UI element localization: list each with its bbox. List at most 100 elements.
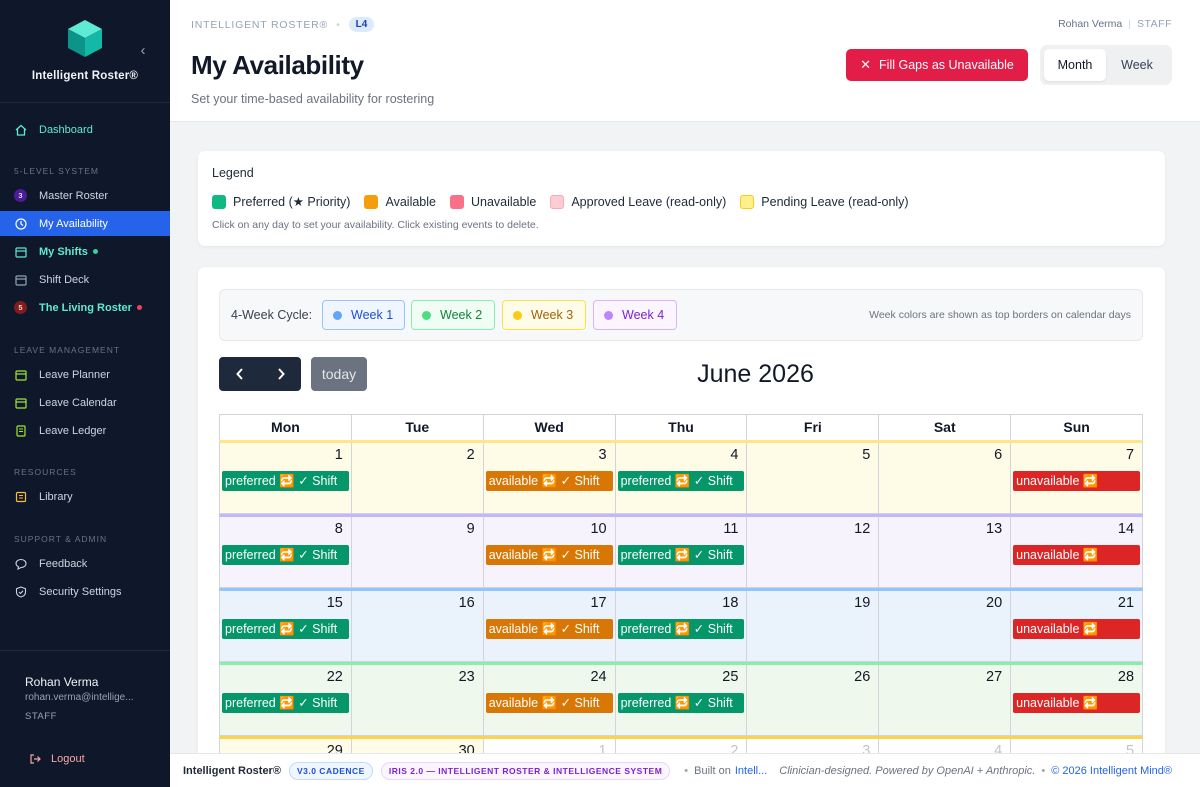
sidebar-item-label: Shift Deck bbox=[39, 273, 90, 286]
built-on-link[interactable]: Intell... bbox=[734, 764, 768, 777]
sidebar-item-living-roster[interactable]: 5 The Living Roster bbox=[0, 295, 170, 320]
calendar-day-cell[interactable]: 19 bbox=[747, 591, 880, 662]
calendar-day-cell[interactable]: 3 available 🔁 ✓ Shift bbox=[483, 443, 616, 514]
sidebar-brand: Intelligent Roster® bbox=[31, 70, 139, 82]
sidebar-section-support: SUPPORT & ADMIN bbox=[14, 534, 108, 544]
calendar-day-cell[interactable]: 17 available 🔁 ✓ Shift bbox=[483, 591, 616, 662]
calendar-day-cell[interactable]: 18 preferred 🔁 ✓ Shift bbox=[615, 591, 748, 662]
legend-label: Preferred (★ Priority) bbox=[233, 195, 351, 209]
availability-event-preferred[interactable]: preferred 🔁 ✓ Shift bbox=[617, 545, 745, 565]
logout-button[interactable]: Logout bbox=[28, 752, 85, 765]
sidebar-item-security-settings[interactable]: Security Settings bbox=[0, 579, 170, 604]
availability-event-preferred[interactable]: preferred 🔁 ✓ Shift bbox=[617, 693, 745, 713]
legend-card: Legend Preferred (★ Priority) Available Un… bbox=[198, 151, 1165, 246]
calendar-week-row: 15 preferred 🔁 ✓ Shift 16 17 available 🔁 ✓ S… bbox=[219, 588, 1143, 662]
calendar-day-cell[interactable]: 15 preferred 🔁 ✓ Shift bbox=[220, 591, 352, 662]
calendar-day-cell[interactable]: 27 bbox=[879, 665, 1012, 736]
breadcrumb-app[interactable]: INTELLIGENT ROSTER® bbox=[191, 18, 329, 31]
availability-event-preferred[interactable]: preferred 🔁 ✓ Shift bbox=[222, 545, 349, 565]
calendar-day-cell[interactable]: 14 unavailable 🔁 bbox=[1011, 517, 1143, 588]
availability-event-preferred[interactable]: preferred 🔁 ✓ Shift bbox=[617, 471, 745, 491]
weekday-header-cell: Tue bbox=[352, 415, 484, 440]
calendar-day-cell[interactable]: 22 preferred 🔁 ✓ Shift bbox=[220, 665, 352, 736]
calendar-day-cell[interactable]: 13 bbox=[879, 517, 1012, 588]
sidebar-item-my-availability[interactable]: My Availability bbox=[0, 211, 170, 236]
availability-event-available[interactable]: available 🔁 ✓ Shift bbox=[485, 471, 613, 491]
cycle-week-3-button[interactable]: Week 3 bbox=[502, 300, 586, 330]
month-title: June 2026 bbox=[697, 360, 814, 388]
close-icon: ✕ bbox=[860, 57, 872, 72]
availability-event-unavailable[interactable]: unavailable 🔁 bbox=[1013, 693, 1141, 713]
day-number: 3 bbox=[862, 743, 871, 759]
calendar-icon bbox=[14, 396, 27, 409]
divider: | bbox=[1128, 18, 1132, 30]
sidebar: ‹ Intelligent Roster® Dashboard 5-LEVEL … bbox=[0, 0, 170, 787]
availability-event-preferred[interactable]: preferred 🔁 ✓ Shift bbox=[222, 471, 349, 491]
calendar-day-cell[interactable]: 21 unavailable 🔁 bbox=[1011, 591, 1143, 662]
day-number: 2 bbox=[730, 743, 739, 759]
calendar-day-cell[interactable]: 28 unavailable 🔁 bbox=[1011, 665, 1143, 736]
calendar-day-cell[interactable]: 11 preferred 🔁 ✓ Shift bbox=[615, 517, 748, 588]
weekday-header-cell: Wed bbox=[484, 415, 616, 440]
built-on-text: Built on bbox=[694, 764, 731, 777]
calendar-day-cell[interactable]: 24 available 🔁 ✓ Shift bbox=[483, 665, 616, 736]
collapse-sidebar-icon[interactable]: ‹ bbox=[140, 42, 146, 59]
view-toggle: Month Week bbox=[1040, 45, 1172, 85]
calendar-weeks: 1 preferred 🔁 ✓ Shift 2 3 available 🔁 ✓ Shif… bbox=[219, 440, 1143, 767]
sidebar-item-shift-deck[interactable]: Shift Deck bbox=[0, 267, 170, 292]
sidebar-item-feedback[interactable]: Feedback bbox=[0, 551, 170, 576]
calendar-day-cell[interactable]: 25 preferred 🔁 ✓ Shift bbox=[615, 665, 748, 736]
copyright-link[interactable]: © 2026 Intelligent Mind® bbox=[1051, 764, 1173, 777]
legend-item: Unavailable bbox=[450, 194, 536, 209]
calendar-day-cell[interactable]: 12 bbox=[747, 517, 880, 588]
header-user-name: Rohan Verma bbox=[1058, 18, 1123, 30]
sidebar-item-leave-planner[interactable]: Leave Planner bbox=[0, 362, 170, 387]
calendar-day-cell[interactable]: 26 bbox=[747, 665, 880, 736]
cycle-week-4-button[interactable]: Week 4 bbox=[593, 300, 677, 330]
availability-event-available[interactable]: available 🔁 ✓ Shift bbox=[485, 693, 613, 713]
next-month-button[interactable] bbox=[260, 357, 301, 391]
sidebar-item-leave-ledger[interactable]: Leave Ledger bbox=[0, 418, 170, 443]
legend-swatch bbox=[212, 194, 226, 209]
legend-swatch bbox=[550, 194, 565, 209]
fill-gaps-button[interactable]: ✕ Fill Gaps as Unavailable bbox=[846, 49, 1028, 81]
calendar-day-cell[interactable]: 8 preferred 🔁 ✓ Shift bbox=[220, 517, 352, 588]
availability-event-preferred[interactable]: preferred 🔁 ✓ Shift bbox=[222, 693, 349, 713]
sidebar-divider bbox=[0, 650, 170, 651]
calendar-day-cell[interactable]: 5 bbox=[747, 443, 880, 514]
calendar-day-cell[interactable]: 20 bbox=[879, 591, 1012, 662]
day-number: 19 bbox=[854, 595, 871, 611]
cycle-week-2-button[interactable]: Week 2 bbox=[411, 300, 495, 330]
calendar-day-cell[interactable]: 10 available 🔁 ✓ Shift bbox=[483, 517, 616, 588]
sidebar-item-leave-calendar[interactable]: Leave Calendar bbox=[0, 390, 170, 415]
availability-event-preferred[interactable]: preferred 🔁 ✓ Shift bbox=[617, 619, 745, 639]
week-view-button[interactable]: Week bbox=[1121, 58, 1153, 72]
sidebar-item-dashboard[interactable]: Dashboard bbox=[0, 117, 170, 142]
calendar-day-cell[interactable]: 16 bbox=[351, 591, 484, 662]
availability-event-available[interactable]: available 🔁 ✓ Shift bbox=[485, 619, 613, 639]
calendar-day-cell[interactable]: 7 unavailable 🔁 bbox=[1011, 443, 1143, 514]
day-number: 18 bbox=[722, 595, 739, 611]
availability-event-preferred[interactable]: preferred 🔁 ✓ Shift bbox=[222, 619, 349, 639]
calendar-day-cell[interactable]: 6 bbox=[879, 443, 1012, 514]
page-subtitle: Set your time-based availability for ros… bbox=[191, 92, 435, 106]
calendar-day-cell[interactable]: 9 bbox=[351, 517, 484, 588]
weekday-header-cell: Thu bbox=[616, 415, 748, 440]
sidebar-item-library[interactable]: Library bbox=[0, 484, 170, 509]
availability-event-unavailable[interactable]: unavailable 🔁 bbox=[1013, 619, 1141, 639]
sidebar-section-five-level: 5-LEVEL SYSTEM bbox=[14, 166, 100, 176]
prev-month-button[interactable] bbox=[219, 357, 260, 391]
sidebar-item-master-roster[interactable]: 3 Master Roster bbox=[0, 183, 170, 208]
calendar-day-cell[interactable]: 1 preferred 🔁 ✓ Shift bbox=[220, 443, 352, 514]
cycle-week-1-button[interactable]: Week 1 bbox=[322, 300, 405, 330]
calendar-day-cell[interactable]: 2 bbox=[351, 443, 484, 514]
availability-event-unavailable[interactable]: unavailable 🔁 bbox=[1013, 545, 1141, 565]
availability-event-available[interactable]: available 🔁 ✓ Shift bbox=[485, 545, 613, 565]
sidebar-item-my-shifts[interactable]: My Shifts bbox=[0, 239, 170, 264]
cycle-week-label: Week 4 bbox=[622, 308, 665, 322]
availability-event-unavailable[interactable]: unavailable 🔁 bbox=[1013, 471, 1141, 491]
calendar-day-cell[interactable]: 4 preferred 🔁 ✓ Shift bbox=[615, 443, 748, 514]
month-view-button[interactable]: Month bbox=[1044, 49, 1106, 81]
calendar-day-cell[interactable]: 23 bbox=[351, 665, 484, 736]
today-button[interactable]: today bbox=[311, 357, 367, 391]
